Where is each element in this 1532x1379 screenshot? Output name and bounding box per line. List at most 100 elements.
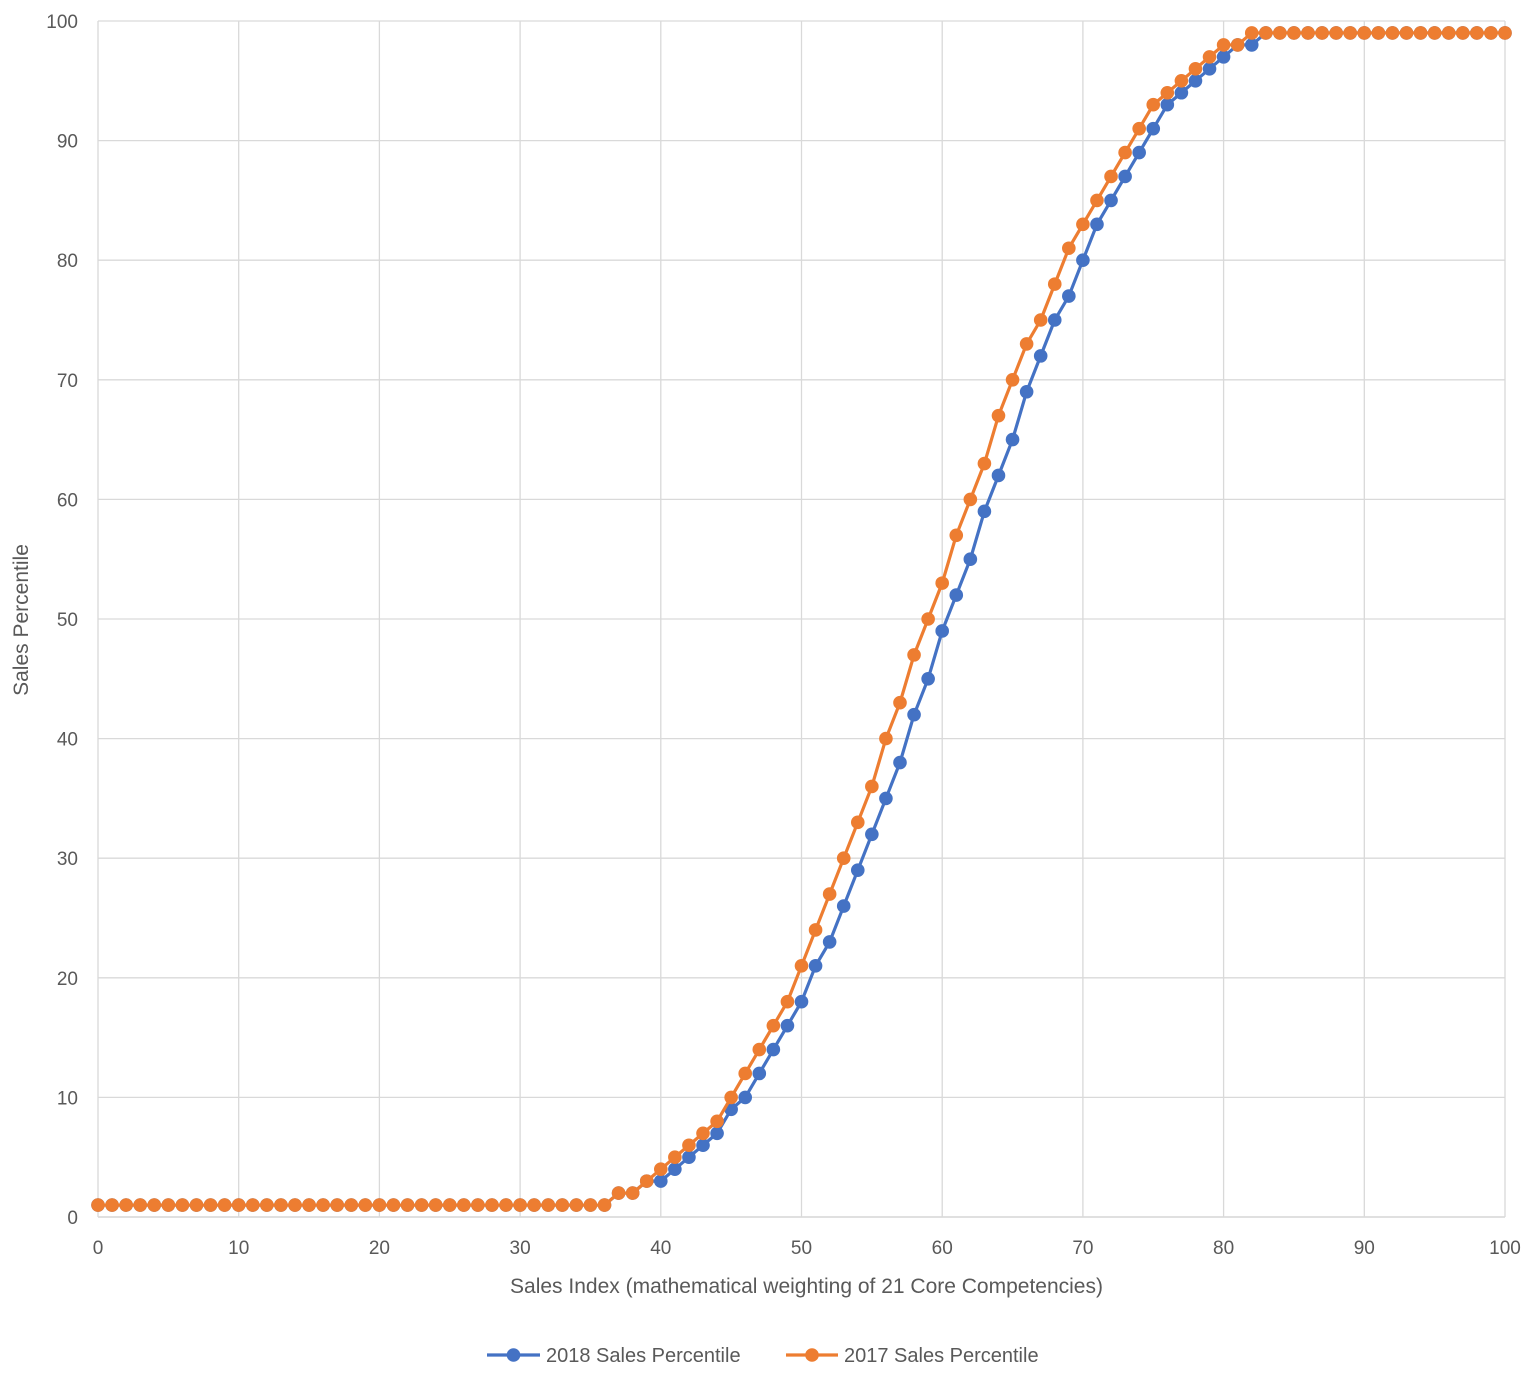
data-point <box>879 791 893 806</box>
data-point <box>1216 38 1231 52</box>
data-point <box>288 1198 302 1212</box>
data-point <box>752 1042 767 1057</box>
data-point <box>569 1198 584 1212</box>
legend-label-2018: 2018 Sales Percentile <box>546 1345 741 1367</box>
data-point <box>1230 38 1245 52</box>
data-point <box>597 1198 612 1212</box>
data-point <box>850 863 865 877</box>
data-point <box>245 1198 260 1212</box>
data-point <box>893 755 907 770</box>
data-point <box>822 935 837 949</box>
data-point <box>1005 373 1020 387</box>
data-point <box>1090 217 1104 232</box>
data-point <box>668 1162 682 1176</box>
data-point <box>654 1162 668 1176</box>
data-point <box>1399 26 1414 40</box>
x-tick-label: 20 <box>369 1238 390 1259</box>
data-point <box>865 827 879 842</box>
data-point <box>682 1138 696 1153</box>
data-point <box>1005 432 1020 447</box>
data-point <box>865 779 879 794</box>
data-point <box>696 1126 710 1141</box>
legend: 2018 Sales Percentile 2017 Sales Percent… <box>487 1345 1039 1367</box>
data-point <box>836 851 851 865</box>
data-point <box>316 1198 330 1212</box>
legend-marker-2018 <box>506 1348 521 1362</box>
data-point <box>1188 74 1203 88</box>
data-point <box>400 1198 415 1212</box>
data-point <box>794 959 809 973</box>
data-point <box>808 923 823 937</box>
data-point <box>147 1198 162 1212</box>
data-point <box>1498 26 1512 40</box>
data-point <box>133 1198 148 1212</box>
data-point <box>1118 169 1132 184</box>
data-point <box>1216 50 1231 64</box>
data-point <box>513 1198 527 1212</box>
data-point <box>161 1198 176 1212</box>
data-point <box>457 1198 471 1212</box>
data-point <box>358 1198 373 1212</box>
data-point <box>1104 169 1118 184</box>
data-point <box>1427 26 1442 40</box>
y-tick-label: 30 <box>57 849 78 870</box>
data-point <box>485 1198 499 1212</box>
data-point <box>639 1174 654 1188</box>
data-point <box>1019 384 1034 399</box>
data-point <box>1146 121 1161 136</box>
x-tick-label: 0 <box>93 1238 104 1259</box>
data-point <box>1019 337 1034 351</box>
data-point <box>668 1150 682 1164</box>
data-point <box>1076 253 1090 267</box>
data-point <box>1047 277 1062 291</box>
data-point <box>794 994 809 1009</box>
data-point <box>1371 26 1386 40</box>
data-point <box>302 1198 316 1212</box>
x-tick-label: 70 <box>1072 1238 1093 1259</box>
data-point <box>105 1198 119 1212</box>
data-point <box>386 1198 401 1212</box>
data-point <box>1343 26 1358 40</box>
data-point <box>963 492 978 507</box>
data-point <box>1104 193 1118 208</box>
data-point <box>1076 217 1090 232</box>
data-point <box>1174 85 1189 100</box>
data-point <box>766 1018 781 1033</box>
data-point <box>808 959 823 973</box>
data-point <box>738 1066 753 1081</box>
data-point <box>1385 26 1400 40</box>
data-point <box>977 456 992 471</box>
data-point <box>1455 26 1470 40</box>
data-point <box>1315 26 1329 40</box>
data-point <box>836 899 851 913</box>
data-point <box>682 1150 696 1164</box>
data-point <box>414 1198 429 1212</box>
x-axis-title: Sales Index (mathematical weighting of 2… <box>510 1275 1103 1298</box>
data-point <box>1244 38 1259 52</box>
data-point <box>1259 26 1273 40</box>
data-point <box>583 1198 598 1212</box>
data-point <box>1202 50 1217 64</box>
data-point <box>91 1198 105 1212</box>
legend-item-2018: 2018 Sales Percentile <box>487 1345 741 1367</box>
data-point <box>1202 62 1217 76</box>
data-point <box>1146 97 1161 112</box>
data-point <box>119 1198 133 1212</box>
data-point <box>738 1090 753 1105</box>
y-tick-label: 90 <box>57 132 78 153</box>
data-point <box>1033 313 1048 327</box>
data-point <box>1118 145 1132 160</box>
legend-item-2017: 2017 Sales Percentile <box>786 1345 1039 1367</box>
data-point <box>991 468 1006 483</box>
y-tick-label: 0 <box>67 1208 78 1229</box>
data-point <box>527 1198 541 1212</box>
data-point <box>710 1126 724 1141</box>
data-point <box>1090 193 1104 208</box>
data-point <box>330 1198 344 1212</box>
data-point <box>1301 26 1315 40</box>
data-point <box>1132 121 1146 136</box>
data-point <box>1470 26 1484 40</box>
data-point <box>696 1138 710 1153</box>
data-point <box>1357 26 1372 40</box>
